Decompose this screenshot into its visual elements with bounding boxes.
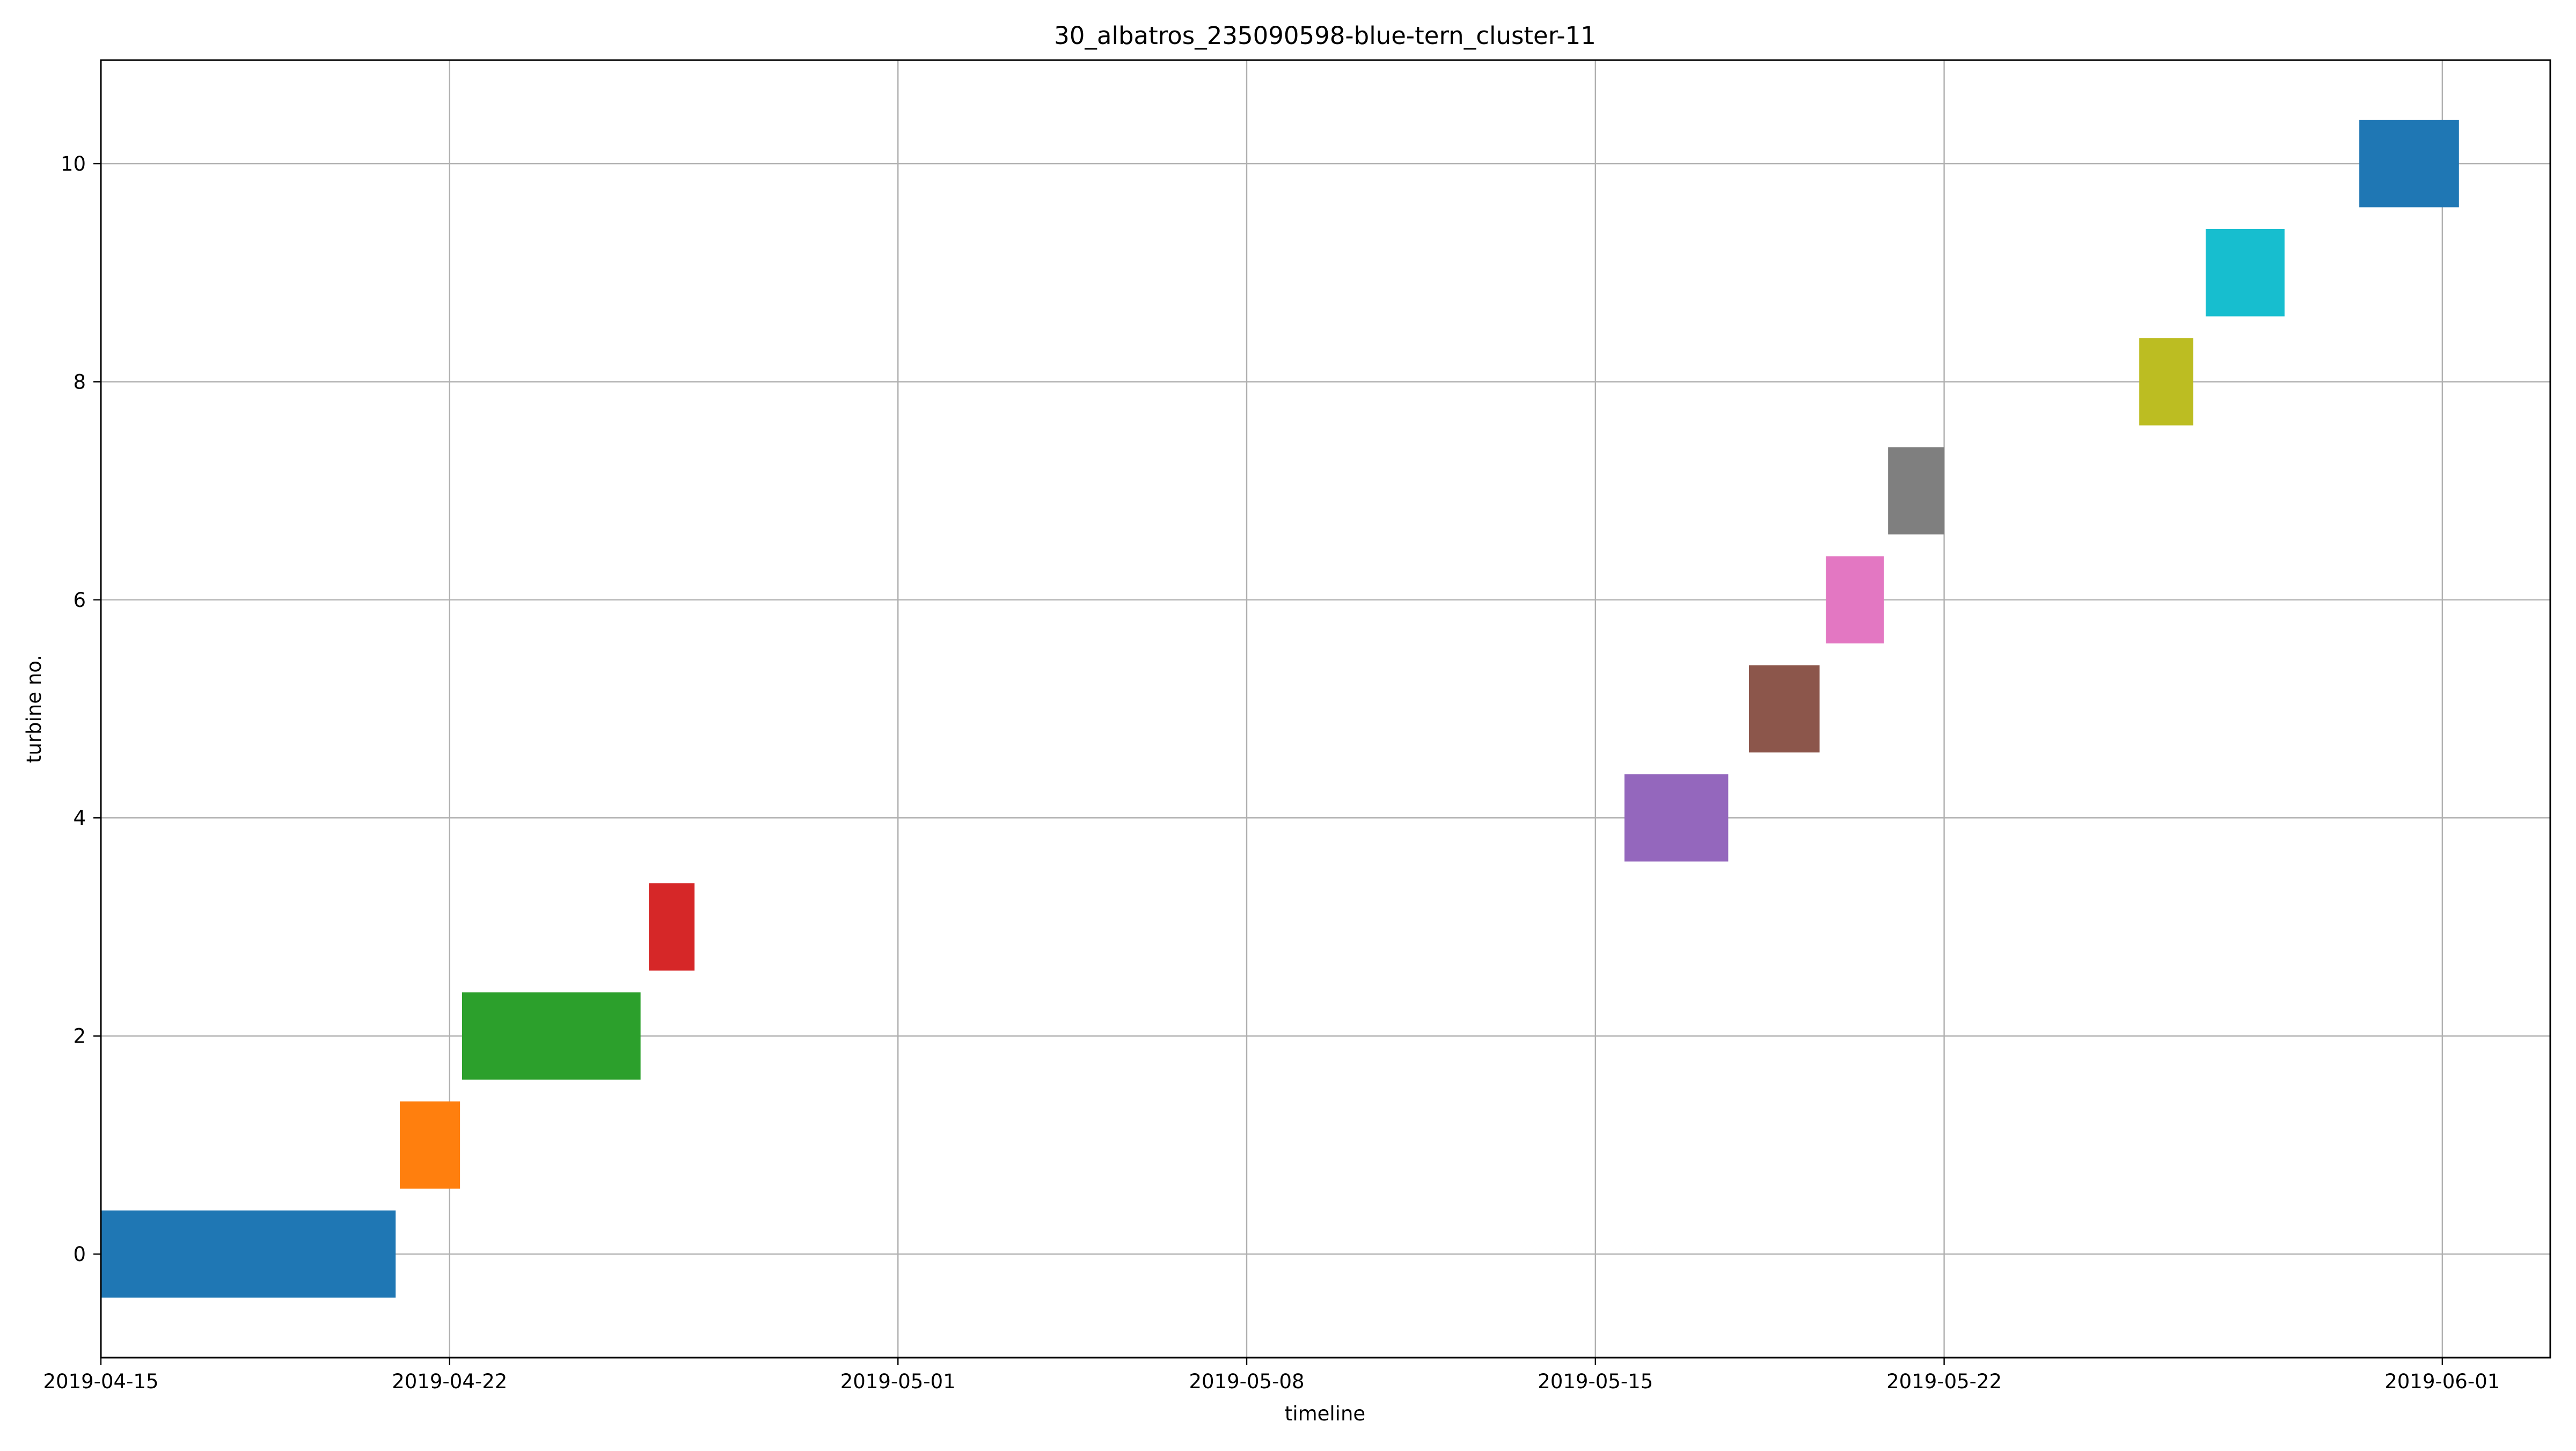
bar-turbine-9 (2205, 229, 2285, 317)
x-tick-label: 2019-06-01 (2384, 1370, 2500, 1393)
bar-turbine-2 (462, 992, 641, 1080)
x-tick-label: 2019-05-08 (1189, 1370, 1305, 1393)
bars (101, 120, 2459, 1298)
x-tick-label: 2019-05-15 (1538, 1370, 1653, 1393)
y-tick-label: 0 (73, 1243, 86, 1266)
x-tick-label: 2019-05-01 (840, 1370, 956, 1393)
x-tick-label: 2019-04-15 (43, 1370, 158, 1393)
x-tick-label: 2019-04-22 (392, 1370, 507, 1393)
y-tick-label: 6 (73, 589, 86, 612)
plot-frame (100, 59, 2551, 1359)
chart-title: 30_albatros_235090598-blue-tern_cluster-… (1054, 21, 1596, 50)
bar-turbine-8 (2139, 338, 2193, 426)
x-axis-label: timeline (1285, 1402, 1365, 1425)
bar-turbine-10 (2359, 120, 2459, 208)
y-axis-label: turbine no. (23, 655, 46, 763)
y-tick-label: 4 (73, 807, 86, 830)
ticks: 2019-04-15 2019-04-22 2019-05-01 2019-05-08… (43, 152, 2500, 1393)
bar-turbine-0 (101, 1210, 396, 1298)
bar-turbine-1 (399, 1101, 460, 1189)
y-tick-label: 2 (73, 1025, 86, 1048)
y-tick-label: 8 (73, 370, 86, 393)
bar-turbine-5 (1749, 665, 1820, 753)
bar-turbine-4 (1624, 774, 1729, 862)
bar-turbine-3 (649, 883, 695, 971)
bar-turbine-7 (1888, 447, 1944, 534)
y-tick-label: 10 (61, 152, 86, 175)
x-tick-label: 2019-05-22 (1886, 1370, 2002, 1393)
bar-turbine-6 (1826, 556, 1884, 644)
